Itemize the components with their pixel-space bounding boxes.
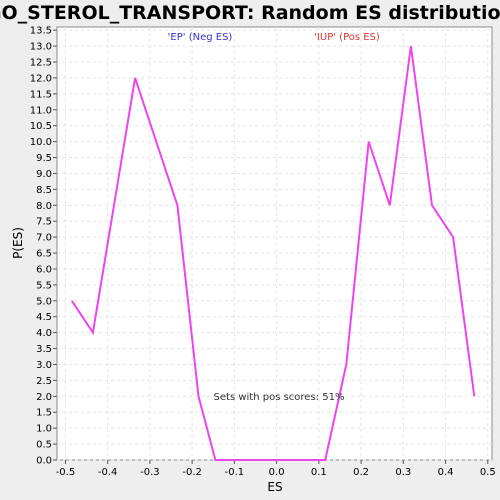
y-tick-label: 5.5: [36, 280, 52, 291]
y-tick-label: 12.0: [30, 73, 52, 84]
y-tick-label: 9.0: [36, 169, 52, 180]
y-tick-label: 1.0: [36, 424, 52, 435]
y-tick-label: 6.5: [36, 249, 52, 260]
series-layer: [70, 45, 476, 461]
y-tick-label: 13.5: [30, 26, 52, 37]
annotation-pos-scores: Sets with pos scores: 51%: [214, 392, 345, 403]
y-tick-label: 10.5: [30, 121, 52, 132]
y-tick-label: 4.0: [36, 328, 52, 339]
x-axis-ticks: -0.5 -0.4 -0.3 -0.2 -0.1 0.0 0.1 0.2 0.3 0.4 0.5: [56, 460, 496, 478]
x-tick-label: 0.1: [311, 467, 327, 478]
chart-title: GO_STEROL_TRANSPORT: Random ES distribut…: [0, 2, 500, 24]
plot-area: [56, 26, 493, 461]
y-tick-label: 1.5: [36, 408, 52, 419]
y-tick-label: 11.0: [30, 105, 52, 116]
y-tick-label: 8.0: [36, 201, 52, 212]
x-tick-label: 0.2: [353, 467, 369, 478]
y-tick-label: 7.0: [36, 233, 52, 244]
y-tick-label: 2.5: [36, 376, 52, 387]
y-tick-label: 8.5: [36, 185, 52, 196]
y-axis-ticks: 0.0 0.5 1.0 1.5 2.0 2.5 3.0 3.5 4.0 4.5 5.0 5.5 6.0 6…: [30, 26, 57, 467]
y-tick-label: 3.5: [36, 344, 52, 355]
y-axis-label: P(ES): [11, 227, 25, 259]
y-tick-label: 0.0: [36, 456, 52, 467]
x-tick-label: -0.4: [98, 467, 118, 478]
annotation-neg-es: 'EP' (Neg ES): [168, 32, 233, 43]
x-tick-label: 0.4: [438, 467, 454, 478]
y-tick-label: 10.0: [30, 137, 52, 148]
x-axis-label: ES: [267, 480, 282, 494]
y-tick-label: 11.5: [30, 89, 52, 100]
series-line: [70, 45, 476, 461]
y-tick-label: 2.0: [36, 392, 52, 403]
y-tick-label: 13.0: [30, 42, 52, 53]
x-tick-label: 0.3: [395, 467, 411, 478]
x-tick-label: 0.0: [269, 467, 285, 478]
y-tick-label: 5.0: [36, 296, 52, 307]
grid-lines: [57, 27, 492, 461]
y-tick-label: 0.5: [36, 440, 52, 451]
x-tick-label: -0.5: [56, 467, 76, 478]
y-tick-label: 7.5: [36, 217, 52, 228]
y-tick-label: 3.0: [36, 360, 52, 371]
x-tick-label: 0.5: [480, 467, 496, 478]
x-tick-label: -0.3: [140, 467, 160, 478]
annotation-pos-es: 'IUP' (Pos ES): [314, 32, 380, 43]
y-tick-label: 4.5: [36, 312, 52, 323]
y-tick-label: 12.5: [30, 58, 52, 69]
y-tick-label: 6.0: [36, 264, 52, 275]
x-tick-label: -0.2: [182, 467, 202, 478]
x-tick-label: -0.1: [225, 467, 245, 478]
y-tick-label: 9.5: [36, 153, 52, 164]
